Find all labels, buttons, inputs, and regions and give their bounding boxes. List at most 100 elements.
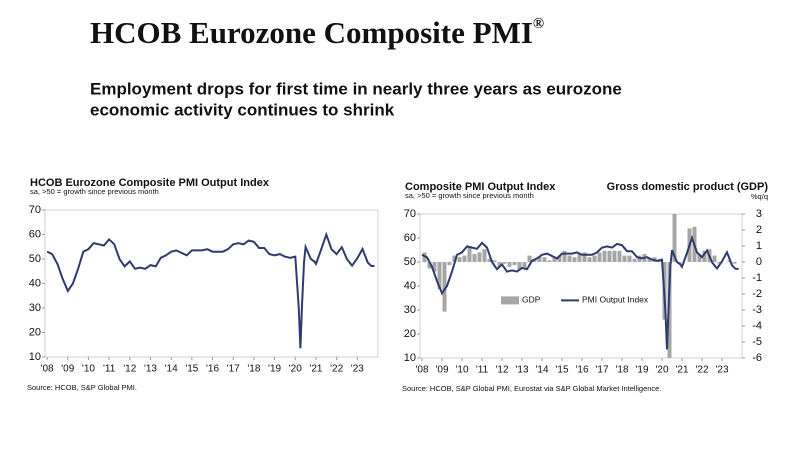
plot-frame <box>44 209 379 358</box>
bar <box>562 250 567 262</box>
x-tick-label: '20 <box>289 364 302 375</box>
x-tick-label: '19 <box>635 365 648 376</box>
bar <box>422 252 427 262</box>
bar <box>587 257 592 262</box>
y-tick-label: 30 <box>404 304 416 316</box>
registered-mark: ® <box>533 16 544 32</box>
y-tick-label: 40 <box>404 280 416 292</box>
x-tick-label: '10 <box>455 365 468 376</box>
bar <box>717 262 722 264</box>
bar <box>702 250 707 262</box>
y2-tick-label: 3 <box>756 208 762 220</box>
bar <box>512 262 517 266</box>
x-tick-label: '21 <box>309 364 322 375</box>
y-tick-label: 30 <box>29 302 41 314</box>
y2-tick-label: -2 <box>752 288 762 300</box>
y-tick-label: 20 <box>29 326 41 338</box>
y-tick-label: 10 <box>29 351 41 363</box>
bar <box>517 262 522 270</box>
subtitle-line: Employment drops for first time in nearl… <box>90 79 622 98</box>
x-tick-label: '20 <box>655 365 668 376</box>
bar <box>437 262 442 290</box>
x-tick-label: '09 <box>435 365 448 376</box>
bar <box>632 258 637 262</box>
y-tick-label: 70 <box>404 208 416 220</box>
bar <box>602 250 607 262</box>
bar <box>572 257 577 262</box>
y2-tick-label: 2 <box>756 224 762 236</box>
source: Source: HCOB, S&P Global PMI. <box>27 383 137 392</box>
y-tick-label: 60 <box>29 228 41 240</box>
x-tick-label: '17 <box>227 364 240 375</box>
x-tick-label: '13 <box>515 365 528 376</box>
bar <box>477 252 482 262</box>
x-tick-label: '16 <box>206 364 219 375</box>
bar <box>607 250 612 262</box>
bar <box>462 255 467 262</box>
y2-tick-label: 0 <box>756 256 762 268</box>
plot-area <box>421 214 739 358</box>
bar <box>582 252 587 262</box>
bar <box>577 254 582 262</box>
x-tick-label: '15 <box>555 365 568 376</box>
line <box>421 234 739 350</box>
chart-subtitle: sa, >50 = growth since previous month <box>405 191 534 200</box>
bar <box>542 257 547 262</box>
chart-title: HCOB Eurozone Composite PMI Output Index <box>30 177 270 189</box>
bar <box>622 255 627 262</box>
y2-tick-label: -5 <box>752 336 762 348</box>
y2-tick-label: 1 <box>756 240 762 252</box>
x-tick-label: '12 <box>123 364 136 375</box>
right-title: Gross domestic product (GDP) <box>607 181 769 193</box>
y-tick-label: 50 <box>404 256 416 268</box>
right-subtitle: %q/q <box>751 192 768 201</box>
x-tick-label: '17 <box>595 365 608 376</box>
bar <box>502 262 507 264</box>
legend-label: PMI Output Index <box>582 295 649 305</box>
x-tick-label: '18 <box>615 365 628 376</box>
bar <box>552 257 557 262</box>
bar <box>492 260 497 262</box>
y-tick-label: 70 <box>29 204 41 216</box>
bar <box>457 257 462 262</box>
x-tick-label: '13 <box>144 364 157 375</box>
bar <box>432 262 437 272</box>
bar <box>452 255 457 262</box>
subtitle-line: economic activity continues to shrink <box>90 100 395 119</box>
page-title: HCOB Eurozone Composite PMI® <box>90 15 544 50</box>
chart-title: Composite PMI Output Index <box>405 181 556 193</box>
y-tick-label: 10 <box>404 352 416 364</box>
bar <box>612 250 617 262</box>
x-tick-label: '23 <box>351 364 364 375</box>
bar <box>537 257 542 262</box>
x-tick-label: '08 <box>41 364 54 375</box>
y-tick-label: 20 <box>404 328 416 340</box>
bar <box>647 258 652 262</box>
x-tick-label: '14 <box>535 365 548 376</box>
bar <box>697 254 702 262</box>
x-tick-label: '15 <box>185 364 198 375</box>
x-tick-label: '12 <box>495 365 508 376</box>
bar <box>712 255 717 262</box>
legend-label: GDP <box>522 295 541 305</box>
x-tick-label: '16 <box>575 365 588 376</box>
x-tick-label: '21 <box>675 365 688 376</box>
bar <box>442 262 447 312</box>
bar <box>507 262 512 267</box>
bar <box>487 258 492 262</box>
x-tick-label: '10 <box>82 364 95 375</box>
legend-swatch <box>501 296 519 305</box>
bar <box>472 254 477 262</box>
bar <box>567 255 572 262</box>
title-text: HCOB Eurozone Composite PMI <box>90 15 533 50</box>
y2-tick-label: -1 <box>752 272 762 284</box>
source: Source: HCOB, S&P Global PMI, Eurostat v… <box>402 384 661 393</box>
bar <box>667 262 672 358</box>
x-tick-label: '22 <box>695 365 708 376</box>
x-tick-label: '11 <box>103 364 116 375</box>
bar <box>627 255 632 262</box>
bar <box>557 255 562 262</box>
line <box>46 231 375 349</box>
chart-subtitle: sa, >50 = growth since previous month <box>30 187 159 196</box>
